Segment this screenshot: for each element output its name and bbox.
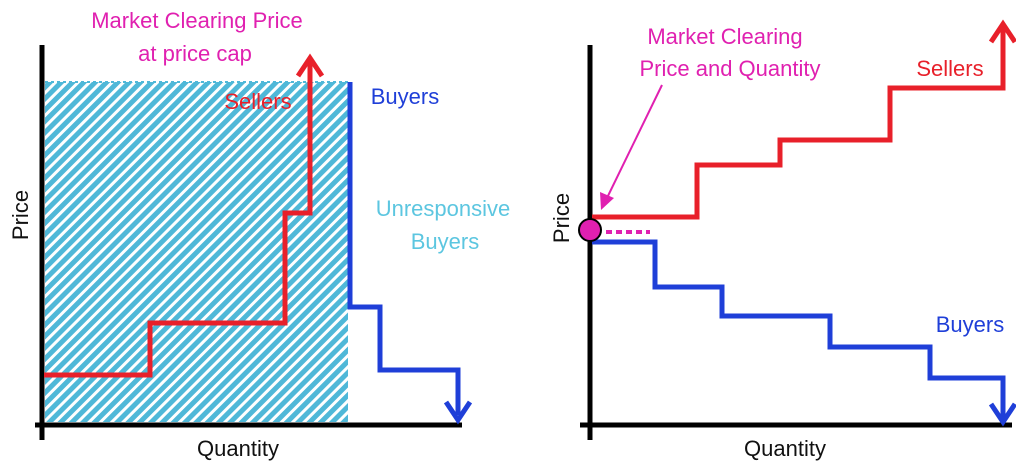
buyers-arrow (988, 402, 1016, 427)
right-panel: Market Clearing Price and Quantity Selle… (549, 19, 1016, 461)
buyers-label: Buyers (936, 312, 1004, 337)
unresponsive-label: Unresponsive (376, 196, 511, 221)
left-panel: Market Clearing Price at price cap Selle… (8, 8, 510, 461)
buyers-arrow (443, 400, 473, 425)
buyers-label: Buyers (371, 84, 439, 109)
sellers-arrow (295, 53, 325, 78)
annotation-arrowhead (600, 192, 614, 210)
annotation: Price and Quantity (640, 56, 821, 81)
annotation: at price cap (138, 41, 252, 66)
sellers-label: Sellers (224, 89, 291, 114)
unresponsive-label: Buyers (411, 229, 479, 254)
clearing-point (578, 218, 602, 242)
x-axis-label: Quantity (744, 436, 826, 461)
sellers-curve (44, 62, 313, 378)
annotation: Market Clearing Price (91, 8, 303, 33)
y-axis-label: Price (8, 190, 33, 240)
buyers-curve (592, 239, 1006, 418)
hatched-area (45, 82, 348, 422)
sellers-arrow (988, 19, 1016, 44)
annotation-arrow (605, 84, 663, 201)
sellers-curve (592, 28, 1006, 220)
sellers-label: Sellers (916, 56, 983, 81)
annotation: Market Clearing (647, 24, 802, 49)
y-axis-label: Price (549, 193, 574, 243)
buyers-curve (347, 82, 461, 415)
x-axis-label: Quantity (197, 436, 279, 461)
